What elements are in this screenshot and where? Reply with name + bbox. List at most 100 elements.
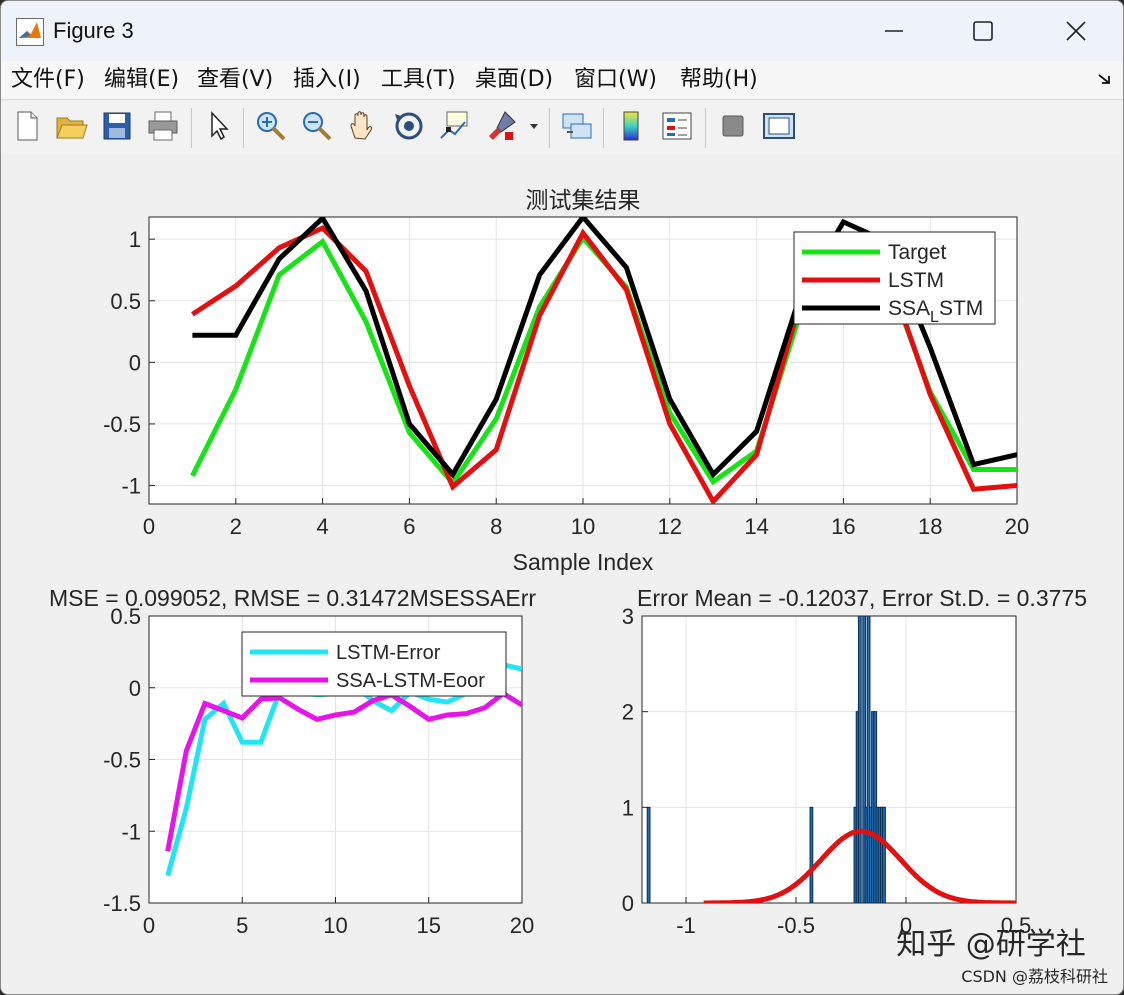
show-plot-tools-icon[interactable] — [761, 108, 797, 144]
menu-help[interactable]: 帮助(H) — [680, 67, 758, 92]
y-tick-label: 0 — [622, 891, 634, 916]
toolbar-separator — [603, 108, 604, 148]
y-tick-label: -0.5 — [103, 748, 141, 773]
histogram-bar — [809, 806, 814, 903]
y-tick-label: 0 — [129, 676, 141, 701]
matlab-logo-icon — [16, 18, 44, 46]
x-tick-label: -0.5 — [777, 913, 815, 938]
pan-hand-icon[interactable] — [345, 108, 381, 144]
x-axis-label: Sample Index — [513, 549, 654, 575]
menu-tools[interactable]: 工具(T) — [381, 67, 456, 92]
minimize-button[interactable] — [869, 11, 919, 51]
histogram-title: Error Mean = -0.12037, Error St.D. = 0.3… — [637, 585, 1087, 611]
error-metrics-annotation: MSE = 0.099052, RMSE = 0.31472MSESSAErr — [49, 585, 536, 611]
x-tick-label: 15 — [417, 913, 441, 938]
rotate-3d-icon[interactable] — [391, 108, 427, 144]
print-icon[interactable] — [145, 108, 181, 144]
x-tick-label: 0 — [143, 514, 155, 539]
x-tick-label: 4 — [316, 514, 328, 539]
y-tick-label: 3 — [622, 604, 634, 629]
watermark-zhihu: 知乎 @研学社 — [896, 927, 1086, 962]
y-tick-label: 0 — [129, 350, 141, 375]
histogram-bar — [646, 806, 651, 903]
x-tick-label: 0 — [900, 913, 912, 938]
menu-edit[interactable]: 编辑(E) — [104, 67, 180, 92]
link-plot-icon[interactable] — [559, 108, 595, 144]
y-tick-label: -0.5 — [103, 412, 141, 437]
x-tick-label: 8 — [490, 514, 502, 539]
y-tick-label: -1 — [121, 819, 141, 844]
watermark-csdn: CSDN @荔枝科研社 — [961, 967, 1108, 986]
x-tick-label: 6 — [403, 514, 415, 539]
menu-file[interactable]: 文件(F) — [11, 67, 85, 92]
toolbar-separator — [549, 108, 550, 148]
close-button[interactable] — [1051, 11, 1101, 51]
histogram-bar — [866, 616, 871, 903]
brush-dropdown-icon[interactable] — [527, 108, 541, 144]
legend-entry: SSA-LSTM-Eoor — [336, 670, 485, 692]
x-tick-label: -1 — [676, 913, 696, 938]
axes-frame — [148, 615, 523, 904]
save-icon[interactable] — [99, 108, 135, 144]
histogram-bar — [857, 616, 862, 903]
legend-entry: LSTM — [888, 269, 944, 292]
insert-legend-icon[interactable] — [659, 108, 695, 144]
figure-plot-area: 0 2 4 6 8 10 12 14 16 18 2010.50-0.5-1TargetLSTMSS… — [49, 188, 1108, 986]
toolbar-separator — [705, 108, 706, 148]
maximize-icon — [973, 21, 993, 41]
zoom-in-icon[interactable] — [253, 108, 289, 144]
x-tick-label: 0.5 — [1001, 913, 1032, 938]
menu-bar: 文件(F) 编辑(E) 查看(V) 插入(I) 工具(T) 桌面(D) 窗口(W… — [1, 61, 1123, 99]
menu-insert[interactable]: 插入(I) — [293, 67, 361, 92]
x-tick-label: 10 — [571, 514, 595, 539]
x-tick-label: 18 — [918, 514, 942, 539]
x-tick-label: 20 — [510, 913, 534, 938]
select-pointer-icon[interactable] — [201, 108, 237, 144]
figure-canvas: 0 2 4 6 8 10 12 14 16 18 20 1 0.5 0 -0.5 -1 Target LSTM SS… — [1, 154, 1123, 994]
new-figure-icon[interactable] — [9, 108, 45, 144]
insert-colorbar-icon[interactable] — [613, 108, 649, 144]
x-tick-label: 16 — [831, 514, 855, 539]
fit-curve — [703, 828, 1016, 903]
legend-entry: SSALSTM — [888, 297, 983, 326]
axes-frame — [641, 615, 1017, 904]
legend-box — [241, 631, 507, 697]
chart-title: 测试集结果 — [526, 188, 641, 214]
dock-arrow-icon[interactable] — [1097, 71, 1113, 92]
legend-entry: Target — [888, 241, 947, 264]
x-tick-label: 14 — [744, 514, 768, 539]
data-cursor-icon[interactable] — [437, 108, 473, 144]
histogram-bar — [882, 806, 886, 903]
toolbar — [1, 99, 1123, 155]
y-tick-label: 1 — [622, 795, 634, 820]
menu-window[interactable]: 窗口(W) — [574, 67, 657, 92]
series-line — [165, 690, 522, 852]
menu-view[interactable]: 查看(V) — [197, 67, 274, 92]
close-icon — [1066, 21, 1086, 41]
minimize-icon — [885, 30, 903, 32]
x-tick-label: 0 — [143, 913, 155, 938]
zoom-out-icon[interactable] — [299, 108, 335, 144]
legend-entry: LSTM-Error — [336, 642, 441, 664]
x-tick-label: 12 — [658, 514, 682, 539]
maximize-button[interactable] — [958, 11, 1008, 51]
x-tick-label: 20 — [1005, 514, 1029, 539]
open-file-icon[interactable] — [53, 108, 89, 144]
y-tick-label: -1 — [121, 474, 141, 499]
hide-plot-tools-icon[interactable] — [715, 108, 751, 144]
y-tick-label: 1 — [129, 227, 141, 252]
toolbar-separator — [243, 108, 244, 148]
x-tick-label: 10 — [323, 913, 347, 938]
y-tick-label: 0.5 — [110, 604, 141, 629]
x-tick-label: 5 — [236, 913, 248, 938]
y-tick-label: -1.5 — [103, 891, 141, 916]
y-tick-label: 0.5 — [110, 289, 141, 314]
axes-background — [642, 616, 1016, 903]
histogram-bar — [862, 616, 867, 903]
y-tick-label: 2 — [622, 700, 634, 725]
brush-icon[interactable] — [485, 108, 521, 144]
menu-desktop[interactable]: 桌面(D) — [475, 67, 554, 92]
window-title: Figure 3 — [53, 18, 134, 43]
x-tick-label: 2 — [230, 514, 242, 539]
